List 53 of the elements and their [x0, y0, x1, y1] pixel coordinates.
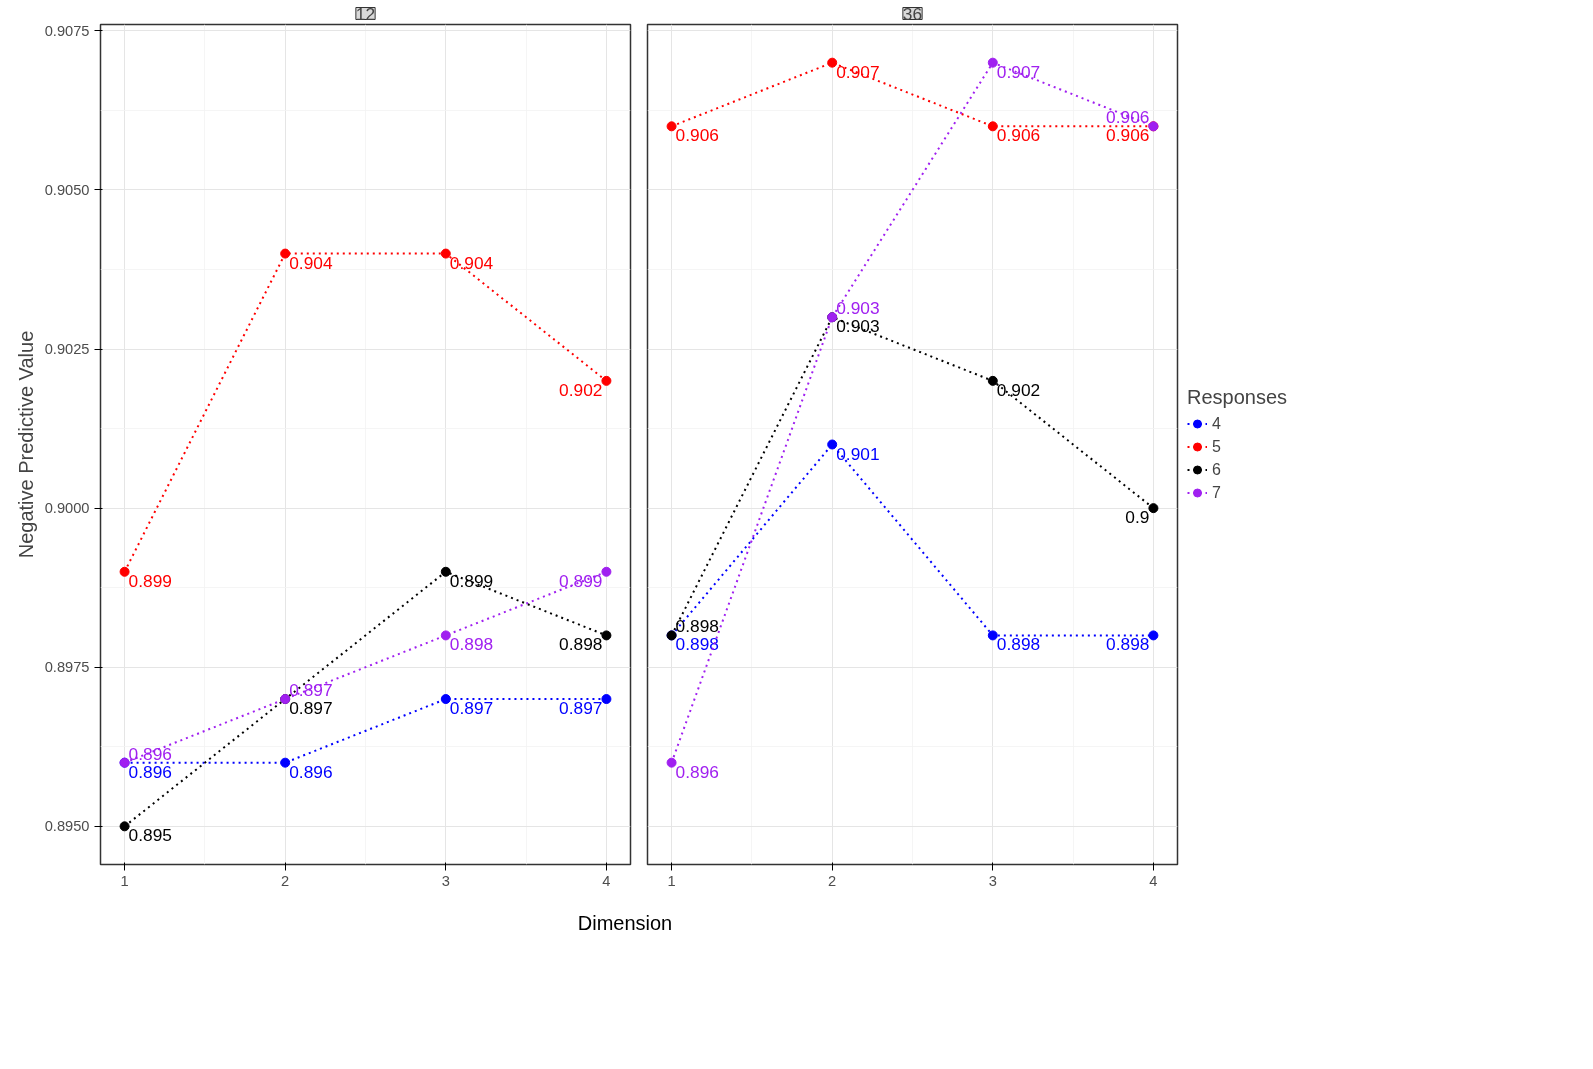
- data-label: 0.907: [996, 61, 1041, 82]
- data-label: 0.898: [675, 616, 719, 637]
- data-label: 0.898: [449, 634, 494, 655]
- data-label: 0.906: [1106, 125, 1150, 146]
- x-tick-label: 1: [120, 872, 129, 889]
- data-label: 0.903: [836, 298, 880, 319]
- legend-title: Responses: [1187, 385, 1288, 409]
- legend-label: 4: [1212, 414, 1222, 433]
- y-axis-title: Negative Predictive Value: [14, 330, 37, 559]
- data-label: 0.899: [449, 570, 494, 591]
- data-label: 0.897: [289, 698, 333, 719]
- x-tick-label: 4: [1149, 872, 1158, 889]
- x-tick-label: 2: [281, 872, 290, 889]
- data-label: 0.898: [1106, 634, 1150, 655]
- data-label: 0.898: [996, 634, 1041, 655]
- data-label: 0.896: [128, 761, 172, 782]
- legend-label: 6: [1212, 460, 1222, 479]
- data-label: 0.899: [128, 570, 172, 591]
- y-tick-label: 0.9075: [44, 22, 90, 39]
- data-label: 0.899: [559, 570, 603, 591]
- data-label: 0.902: [996, 379, 1041, 400]
- data-label: 0.896: [289, 761, 333, 782]
- data-label: 0.901: [836, 443, 880, 464]
- y-tick-label: 0.8950: [44, 818, 90, 835]
- y-tick-label: 0.8975: [44, 659, 90, 676]
- data-label: 0.898: [559, 634, 603, 655]
- data-label: 0.9: [1125, 507, 1150, 528]
- data-label: 0.902: [559, 379, 603, 400]
- x-tick-label: 4: [602, 872, 611, 889]
- x-tick-label: 2: [828, 872, 837, 889]
- x-tick-label: 3: [441, 872, 450, 889]
- x-axis-title: Dimension: [577, 911, 673, 936]
- data-label: 0.897: [559, 698, 603, 719]
- data-label: 0.906: [675, 125, 719, 146]
- chart-title: 12: [355, 3, 376, 24]
- data-label: 0.897: [449, 698, 494, 719]
- legend-label: 7: [1212, 483, 1222, 502]
- data-label: 0.896: [675, 761, 719, 782]
- x-tick-label: 1: [667, 872, 676, 889]
- legend-label: 5: [1212, 437, 1222, 456]
- y-tick-label: 0.9050: [44, 181, 90, 198]
- y-tick-label: 0.9025: [44, 341, 90, 358]
- data-label: 0.896: [128, 743, 172, 764]
- data-label: 0.904: [289, 252, 333, 273]
- data-label: 0.898: [675, 634, 719, 655]
- x-tick-label: 3: [988, 872, 997, 889]
- data-label: 0.903: [836, 316, 880, 337]
- chart-title: 36: [902, 3, 923, 24]
- data-label: 0.895: [128, 825, 172, 846]
- data-label: 0.906: [996, 125, 1041, 146]
- data-label: 0.904: [449, 252, 494, 273]
- y-tick-label: 0.9000: [44, 500, 90, 517]
- data-label: 0.907: [836, 61, 880, 82]
